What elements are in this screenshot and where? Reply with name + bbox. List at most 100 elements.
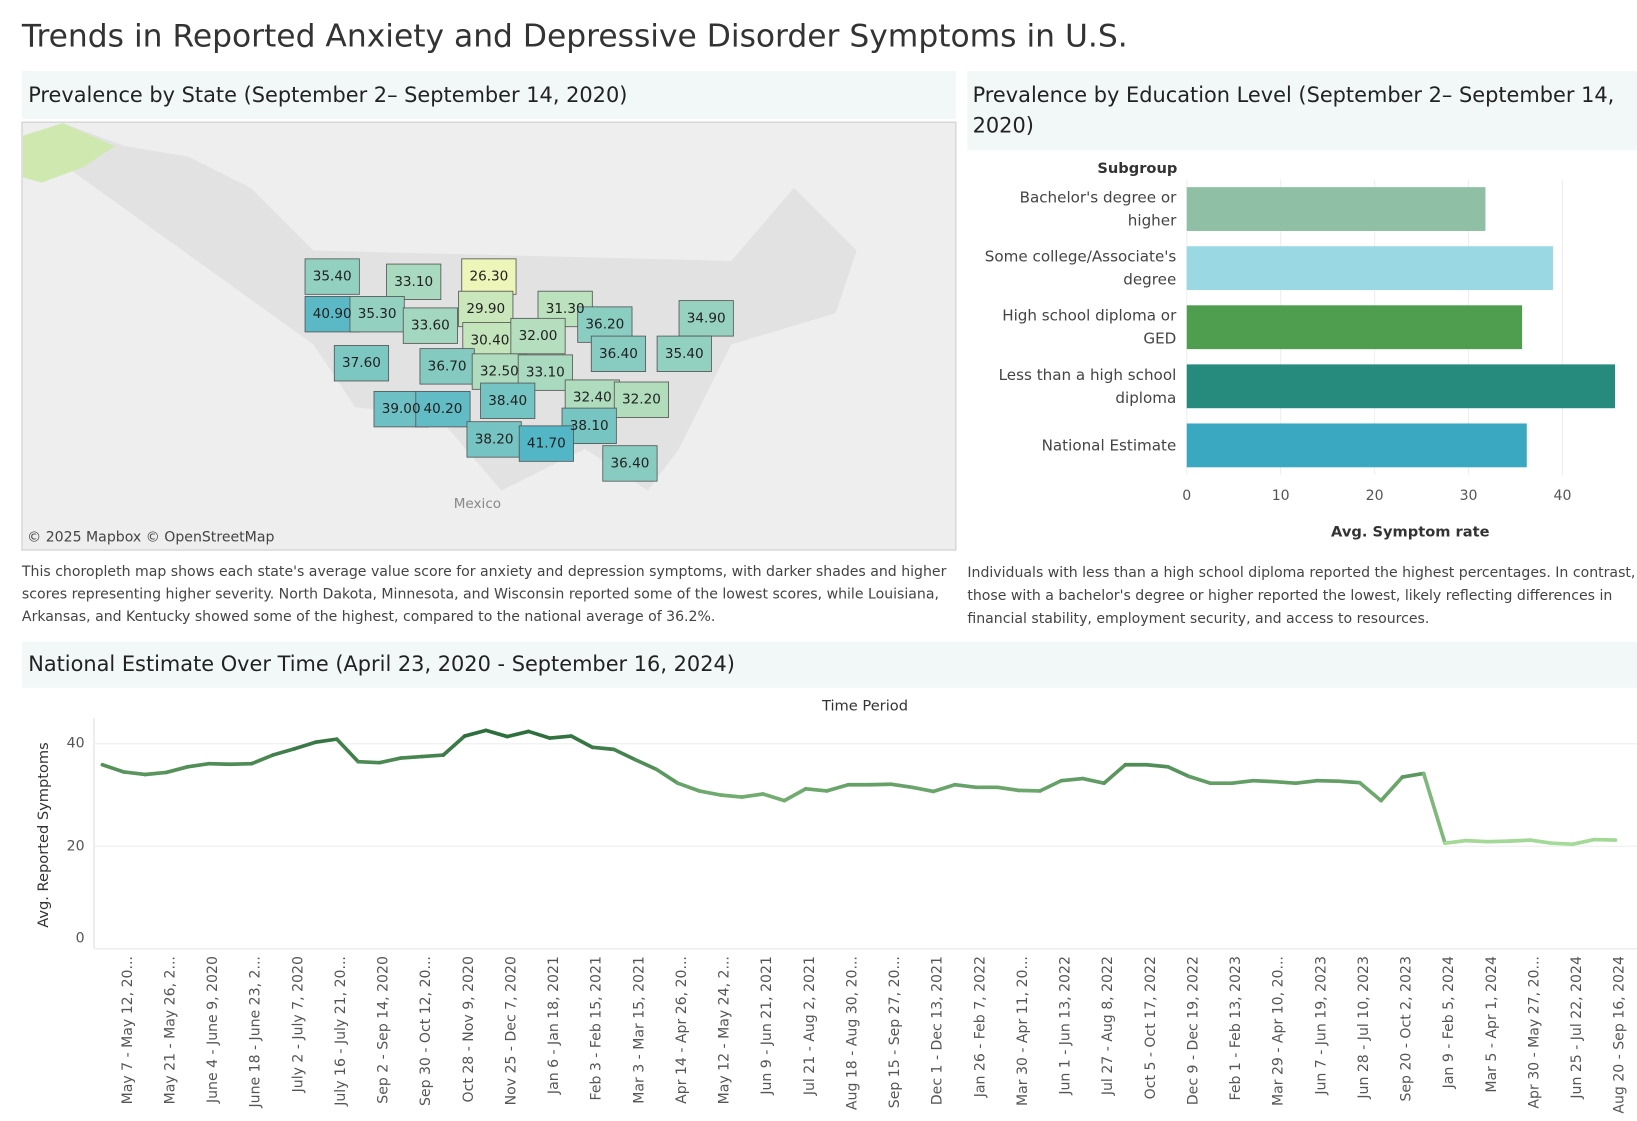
x-tick-label: May 7 - May 12, 20... (120, 956, 136, 1104)
y-tick-label: High school diploma or GED (1002, 306, 1177, 347)
state-value: 36.40 (599, 346, 638, 362)
y-tick-label: National Estimate (1042, 436, 1177, 454)
line-segment (995, 785, 1021, 793)
x-tick-label: Oct 28 - Nov 9, 2020 (461, 956, 477, 1102)
line-segment (420, 753, 446, 759)
line-segment (441, 734, 467, 757)
x-tick-label: 20 (1366, 488, 1384, 504)
alaska (22, 123, 115, 183)
map-label: Mexico (454, 496, 501, 512)
line-segment (505, 729, 531, 739)
state (333, 345, 390, 382)
line-segment (1102, 762, 1128, 786)
description: those with a bachelor's degree or higher… (967, 588, 1612, 604)
line-segment (356, 759, 382, 765)
state (602, 445, 658, 482)
line-segment (590, 745, 616, 752)
line-segment (1315, 778, 1341, 783)
line-segment (185, 761, 211, 769)
y-tick-label: Bachelor's degree or higher (1020, 188, 1178, 229)
bar (1186, 246, 1554, 291)
state (510, 317, 566, 355)
state (304, 258, 360, 295)
x-tick-label: Jun 7 - Jun 19, 2023 (1313, 956, 1329, 1096)
state-value: 36.20 (585, 317, 624, 333)
x-tick-label: Jul 27 - Aug 8, 2022 (1100, 956, 1116, 1096)
y-tick-label: Some college/Associate's degree (985, 247, 1177, 288)
line-segment (1357, 780, 1383, 803)
state-value: 32.50 (480, 364, 519, 380)
x-tick-label: Jun 25 - Jul 22, 2024 (1569, 956, 1585, 1100)
line-segment (889, 782, 915, 790)
line-segment (292, 740, 318, 751)
x-tick-label: Nov 25 - Dec 7, 2020 (503, 956, 519, 1105)
line-segment (1592, 837, 1618, 842)
line-segment (825, 782, 851, 793)
x-tick-label: Feb 3 - Feb 15, 2021 (589, 956, 605, 1100)
state (678, 300, 734, 337)
x-tick-label: July 2 - July 7, 2020 (290, 956, 306, 1093)
state-value: 32.00 (519, 328, 558, 344)
bar (1186, 187, 1486, 231)
line-segment (910, 785, 936, 794)
line-segment (633, 757, 659, 772)
page-title: Trends in Reported Anxiety and Depressiv… (21, 19, 1128, 55)
line-segment (484, 728, 510, 739)
axis-title: Subgroup (1097, 160, 1177, 177)
x-tick-label: Apr 14 - Apr 26, 20... (674, 956, 690, 1104)
x-tick-label: Sep 2 - Sep 14, 2020 (376, 956, 392, 1104)
description: financial stability, employment security… (967, 611, 1429, 627)
x-tick-label: June 4 - June 9, 2020 (205, 956, 221, 1104)
x-tick-label: 40 (1554, 488, 1572, 504)
x-tick-label: Aug 20 - Sep 16, 2024 (1612, 956, 1628, 1114)
line-segment (1059, 776, 1085, 783)
state-value: 37.60 (342, 355, 381, 371)
state-value: 38.40 (488, 393, 527, 409)
state-value: 35.40 (313, 269, 352, 285)
line-segment (526, 729, 552, 740)
line-segment (1379, 775, 1405, 803)
x-tick-label: Feb 1 - Feb 13, 2023 (1228, 956, 1244, 1100)
line-segment (121, 770, 147, 777)
description: Individuals with less than a high school… (967, 565, 1635, 581)
state-value: 36.40 (611, 455, 650, 471)
line-segment (612, 747, 637, 762)
bar (1186, 423, 1527, 468)
line-segment (1251, 778, 1277, 784)
y-tick-label: 0 (76, 930, 85, 946)
state (518, 425, 574, 462)
state-value: 38.20 (475, 431, 514, 447)
panel-title: Prevalence by Education Level (September… (973, 83, 1615, 137)
x-tick-label: Sep 15 - Sep 27, 20... (887, 956, 903, 1108)
line-segment (249, 753, 275, 766)
line-segment (228, 761, 254, 767)
x-tick-label: Dec 1 - Dec 13, 2021 (930, 956, 946, 1105)
line-segment (1166, 764, 1192, 779)
axis-title: Time Period (821, 698, 908, 715)
line-segment (867, 782, 893, 787)
line-segment (953, 782, 978, 790)
description: scores representing higher severity. Nor… (22, 586, 939, 602)
state (386, 263, 442, 300)
line-segment (782, 787, 808, 803)
line-segment (271, 747, 297, 757)
x-tick-label: Apr 30 - May 27, 20... (1526, 956, 1542, 1108)
line-segment (1421, 771, 1447, 846)
state (419, 348, 475, 385)
x-tick-label: Mar 30 - Apr 11, 20... (1015, 956, 1031, 1106)
line-segment (803, 787, 829, 793)
line-segment (398, 754, 424, 760)
line-segment (548, 734, 574, 740)
state (590, 335, 647, 372)
line-segment (1230, 778, 1256, 786)
line-segment (739, 792, 765, 799)
x-tick-label: Jan 6 - Jan 18, 2021 (546, 956, 562, 1095)
panel-header (967, 70, 1637, 151)
axis-title: Avg. Symptom rate (1331, 523, 1490, 540)
description: This choropleth map shows each state's a… (21, 564, 947, 580)
line-segment (931, 782, 957, 794)
state-value: 35.40 (665, 346, 704, 362)
state (613, 381, 670, 418)
x-tick-label: Sep 20 - Oct 2, 2023 (1399, 956, 1415, 1101)
